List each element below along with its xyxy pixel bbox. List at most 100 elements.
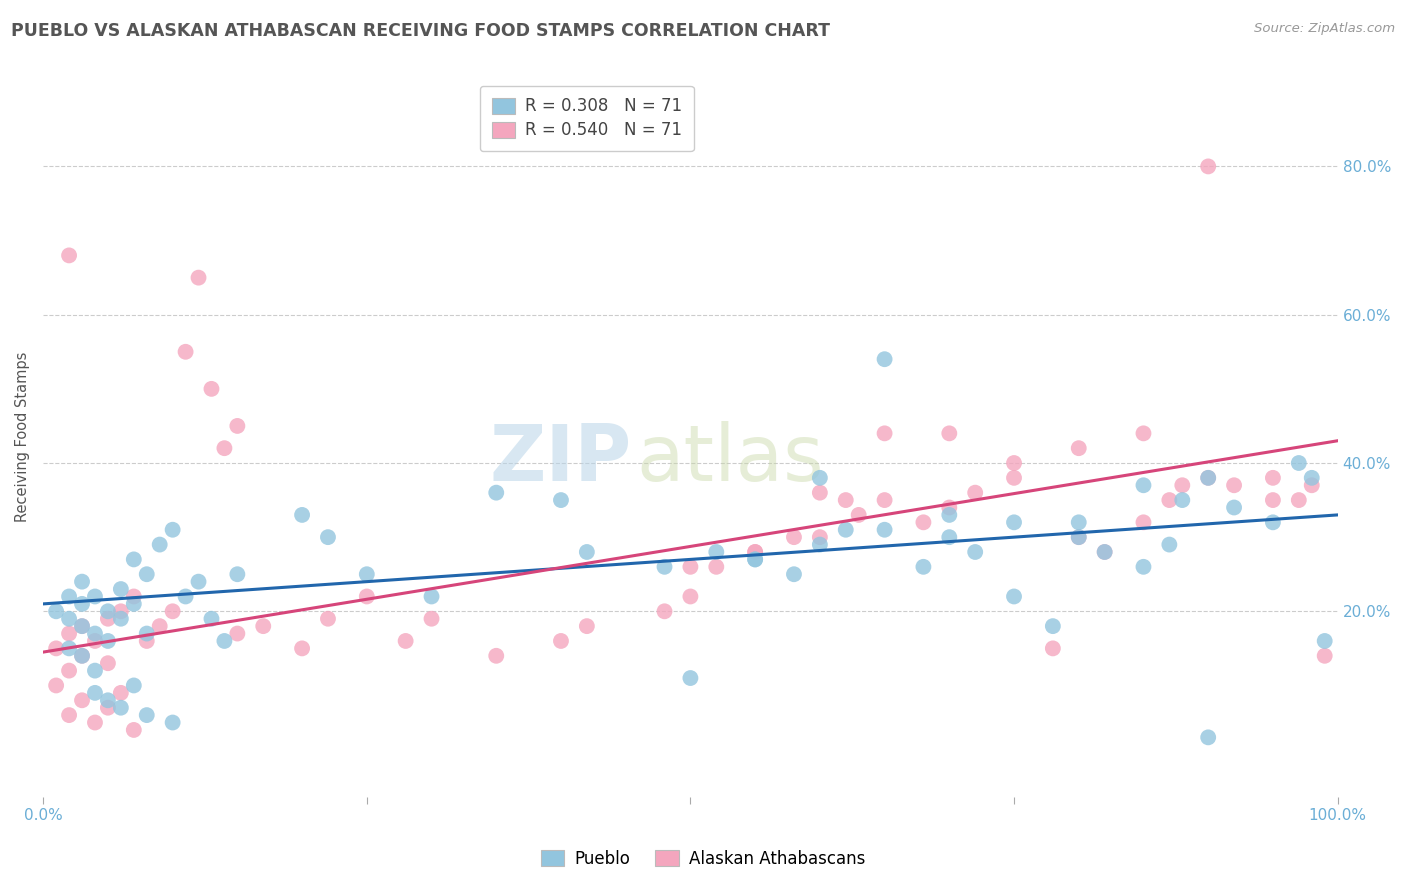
- Point: [122, 723, 145, 737]
- Point: [70, 574, 93, 589]
- Legend: Pueblo, Alaskan Athabascans: Pueblo, Alaskan Athabascans: [534, 844, 872, 875]
- Point: [97, 700, 120, 714]
- Point: [1301, 478, 1323, 492]
- Point: [808, 485, 831, 500]
- Point: [1171, 478, 1194, 492]
- Point: [58, 708, 80, 723]
- Point: [135, 567, 157, 582]
- Point: [744, 552, 766, 566]
- Point: [70, 597, 93, 611]
- Point: [654, 559, 676, 574]
- Point: [575, 545, 598, 559]
- Point: [1132, 426, 1154, 441]
- Point: [965, 545, 987, 559]
- Point: [135, 626, 157, 640]
- Point: [1002, 590, 1025, 604]
- Point: [70, 693, 93, 707]
- Point: [149, 538, 172, 552]
- Text: Source: ZipAtlas.com: Source: ZipAtlas.com: [1254, 22, 1395, 36]
- Point: [110, 604, 132, 618]
- Point: [485, 648, 508, 663]
- Point: [58, 626, 80, 640]
- Point: [110, 582, 132, 596]
- Point: [1067, 530, 1090, 544]
- Point: [226, 626, 249, 640]
- Point: [1313, 648, 1336, 663]
- Point: [174, 590, 197, 604]
- Point: [356, 590, 378, 604]
- Point: [149, 619, 172, 633]
- Point: [965, 485, 987, 500]
- Point: [1159, 493, 1181, 508]
- Point: [873, 493, 896, 508]
- Point: [1159, 538, 1181, 552]
- Point: [1132, 559, 1154, 574]
- Text: atlas: atlas: [636, 421, 824, 497]
- Point: [783, 530, 806, 544]
- Point: [1094, 545, 1116, 559]
- Point: [873, 352, 896, 367]
- Point: [1002, 516, 1025, 530]
- Point: [1067, 530, 1090, 544]
- Point: [704, 545, 727, 559]
- Point: [70, 648, 93, 663]
- Point: [679, 590, 702, 604]
- Point: [45, 604, 67, 618]
- Y-axis label: Receiving Food Stamps: Receiving Food Stamps: [15, 351, 30, 522]
- Point: [97, 612, 120, 626]
- Point: [45, 641, 67, 656]
- Point: [679, 671, 702, 685]
- Point: [575, 619, 598, 633]
- Point: [1223, 500, 1246, 515]
- Point: [45, 678, 67, 692]
- Point: [84, 686, 107, 700]
- Point: [70, 648, 93, 663]
- Point: [1301, 471, 1323, 485]
- Point: [122, 590, 145, 604]
- Point: [485, 485, 508, 500]
- Point: [1261, 516, 1284, 530]
- Legend: R = 0.308   N = 71, R = 0.540   N = 71: R = 0.308 N = 71, R = 0.540 N = 71: [479, 86, 693, 151]
- Point: [252, 619, 274, 633]
- Point: [214, 634, 236, 648]
- Point: [808, 530, 831, 544]
- Point: [420, 590, 443, 604]
- Point: [135, 708, 157, 723]
- Point: [848, 508, 870, 522]
- Point: [226, 419, 249, 434]
- Point: [122, 678, 145, 692]
- Point: [356, 567, 378, 582]
- Point: [97, 657, 120, 671]
- Point: [58, 590, 80, 604]
- Point: [704, 559, 727, 574]
- Point: [835, 523, 858, 537]
- Point: [110, 700, 132, 714]
- Point: [316, 530, 339, 544]
- Point: [654, 604, 676, 618]
- Point: [97, 634, 120, 648]
- Point: [122, 552, 145, 566]
- Point: [744, 545, 766, 559]
- Point: [122, 597, 145, 611]
- Point: [1094, 545, 1116, 559]
- Point: [1132, 478, 1154, 492]
- Point: [912, 516, 935, 530]
- Point: [1197, 471, 1219, 485]
- Point: [84, 664, 107, 678]
- Point: [135, 634, 157, 648]
- Point: [200, 612, 222, 626]
- Point: [808, 538, 831, 552]
- Text: ZIP: ZIP: [489, 421, 633, 497]
- Point: [97, 693, 120, 707]
- Point: [1197, 731, 1219, 745]
- Point: [873, 426, 896, 441]
- Point: [1042, 641, 1064, 656]
- Point: [187, 574, 209, 589]
- Point: [679, 559, 702, 574]
- Point: [1042, 619, 1064, 633]
- Point: [84, 626, 107, 640]
- Point: [316, 612, 339, 626]
- Point: [783, 567, 806, 582]
- Point: [744, 545, 766, 559]
- Point: [162, 715, 184, 730]
